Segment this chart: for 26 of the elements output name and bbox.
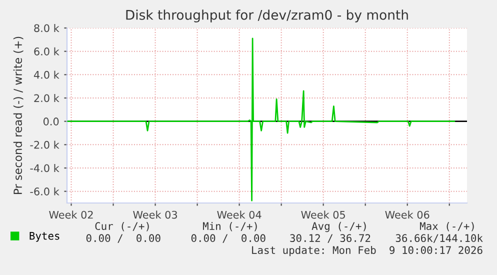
y-tick-label: 6.0 k [34, 47, 60, 56]
text: 0.00 / 0.00 [86, 234, 160, 243]
y-tick-label: 0.0 [43, 118, 59, 126]
text: 36.66k/144.10k [396, 234, 483, 243]
chart-title: Disk throughput for /dev/zram0 - by month [126, 10, 408, 22]
text: Min (-/+) [202, 222, 257, 232]
y-tick-label: -6.0 k [30, 187, 60, 196]
y-tick-label: 4.0 k [34, 70, 60, 79]
y-tick-label: -4.0 k [30, 164, 60, 172]
line-series [67, 38, 456, 202]
text: Last update: Mon Feb 9 10:00:17 2026 [252, 246, 482, 256]
legend-label: Bytes [30, 232, 60, 242]
text: Cur (-/+) [95, 222, 149, 232]
text: Max (-/+) [420, 222, 474, 232]
y-tick-label: 2.0 k [34, 94, 60, 102]
x-tick-label: Week 06 [385, 210, 430, 219]
text: Avg (-/+) [312, 222, 366, 232]
x-tick-label: Week 02 [49, 210, 93, 219]
text: 30.12 / 36.72 [290, 234, 370, 243]
y-tick-label: -2.0 k [30, 140, 60, 149]
x-tick-label: Week 03 [133, 210, 177, 219]
text: 0.00 / 0.00 [191, 234, 266, 243]
y-axis-title: Pr second read (-) / write (+) [13, 36, 24, 194]
y-tick-label: 8.0 k [34, 24, 60, 32]
x-tick-label: Week 05 [301, 210, 345, 219]
x-tick-label: Week 04 [217, 210, 262, 219]
